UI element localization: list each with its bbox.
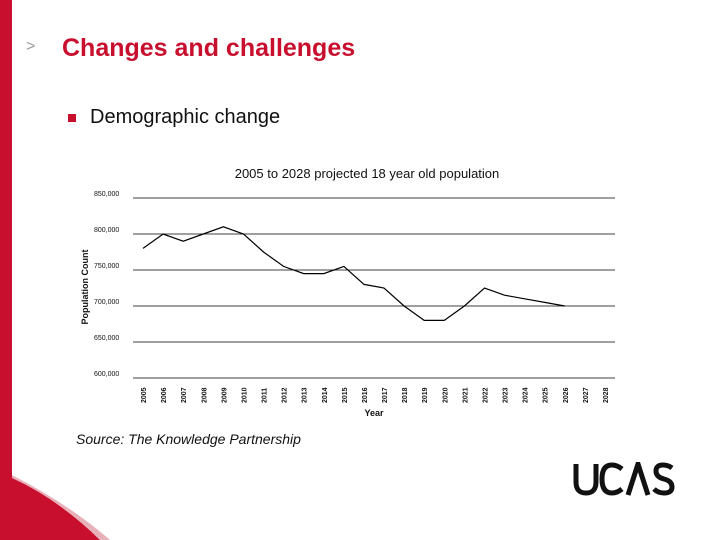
x-tick-label: 2009 [221, 387, 228, 403]
page-title: Changes and challenges [62, 34, 356, 62]
bullet-item: Demographic change [68, 106, 280, 129]
x-tick-label: 2019 [422, 387, 429, 403]
y-tick-label: 800,000 [94, 227, 119, 234]
bullet-text: Demographic change [90, 106, 281, 128]
x-tick-label: 2013 [302, 387, 309, 403]
x-tick-label: 2017 [382, 387, 389, 403]
y-tick-label: 750,000 [94, 263, 119, 270]
x-tick-label: 2016 [362, 387, 369, 403]
x-tick-label: 2028 [603, 387, 610, 403]
chart-y-axis-label: Population Count [80, 250, 90, 325]
y-tick-label: 850,000 [94, 191, 119, 198]
x-tick-label: 2015 [342, 387, 349, 403]
x-tick-label: 2006 [161, 387, 168, 403]
y-tick-label: 700,000 [94, 299, 119, 306]
x-tick-label: 2012 [282, 387, 289, 403]
x-tick-label: 2021 [462, 387, 469, 403]
x-tick-label: 2026 [563, 387, 570, 403]
x-tick-label: 2027 [583, 387, 590, 403]
x-tick-label: 2008 [201, 387, 208, 403]
x-tick-label: 2020 [442, 387, 449, 403]
x-tick-label: 2011 [262, 388, 269, 403]
slide-arrow-icon: > [26, 38, 36, 55]
y-tick-label: 650,000 [94, 335, 119, 342]
ucas-logo [573, 462, 675, 496]
series-line-population [142, 226, 565, 321]
x-tick-label: 2005 [141, 387, 148, 403]
side-accent-bar [0, 0, 12, 540]
chart-x-axis-label: Year [364, 408, 384, 418]
x-tick-label: 2023 [503, 387, 510, 403]
y-tick-label: 600,000 [94, 371, 119, 378]
x-tick-label: 2018 [402, 387, 409, 403]
source-note: Source: The Knowledge Partnership [76, 431, 301, 447]
x-tick-label: 2014 [322, 387, 329, 403]
chart-title: 2005 to 2028 projected 18 year old popul… [235, 166, 500, 181]
x-tick-label: 2024 [523, 387, 530, 403]
bullet-square-icon [68, 113, 76, 122]
x-tick-label: 2022 [482, 387, 489, 403]
x-tick-label: 2007 [181, 387, 188, 403]
x-tick-label: 2010 [241, 387, 248, 403]
x-tick-label: 2025 [543, 387, 550, 403]
